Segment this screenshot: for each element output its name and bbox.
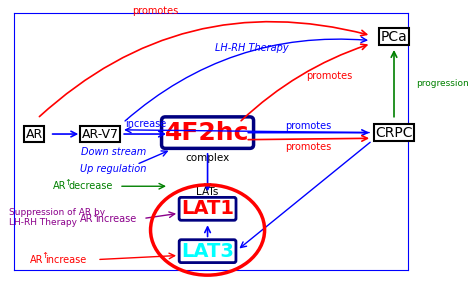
Text: ↓: ↓ bbox=[91, 210, 98, 219]
Text: LH-RH Therapy: LH-RH Therapy bbox=[215, 43, 288, 53]
Text: LAT3: LAT3 bbox=[181, 242, 234, 261]
Text: promotes: promotes bbox=[285, 121, 332, 131]
Text: ↑: ↑ bbox=[64, 178, 71, 186]
Text: promotes: promotes bbox=[285, 142, 332, 152]
Text: Up regulation: Up regulation bbox=[80, 164, 146, 174]
Text: PCa: PCa bbox=[381, 30, 407, 44]
Text: AR: AR bbox=[53, 181, 67, 191]
Text: promotes: promotes bbox=[132, 6, 178, 16]
Text: Down stream: Down stream bbox=[81, 147, 146, 157]
Text: increase: increase bbox=[95, 214, 137, 224]
Text: LAT1: LAT1 bbox=[181, 199, 234, 218]
Text: AR: AR bbox=[81, 214, 94, 224]
Text: decrease: decrease bbox=[68, 181, 112, 191]
Text: AR: AR bbox=[30, 255, 44, 264]
Text: promotes: promotes bbox=[306, 71, 353, 81]
Text: 4F2hc: 4F2hc bbox=[165, 121, 250, 144]
Text: complex: complex bbox=[185, 153, 230, 163]
Text: increase: increase bbox=[125, 119, 166, 129]
Text: progression: progression bbox=[416, 79, 469, 88]
Text: LATs: LATs bbox=[196, 187, 219, 197]
Text: increase: increase bbox=[45, 255, 87, 264]
Text: ↑: ↑ bbox=[41, 251, 48, 260]
Text: AR: AR bbox=[26, 127, 43, 141]
Text: Suppression of AR by
LH-RH Therapy: Suppression of AR by LH-RH Therapy bbox=[9, 207, 105, 227]
Text: AR-V7: AR-V7 bbox=[82, 127, 118, 141]
Text: CRPC: CRPC bbox=[375, 126, 413, 140]
